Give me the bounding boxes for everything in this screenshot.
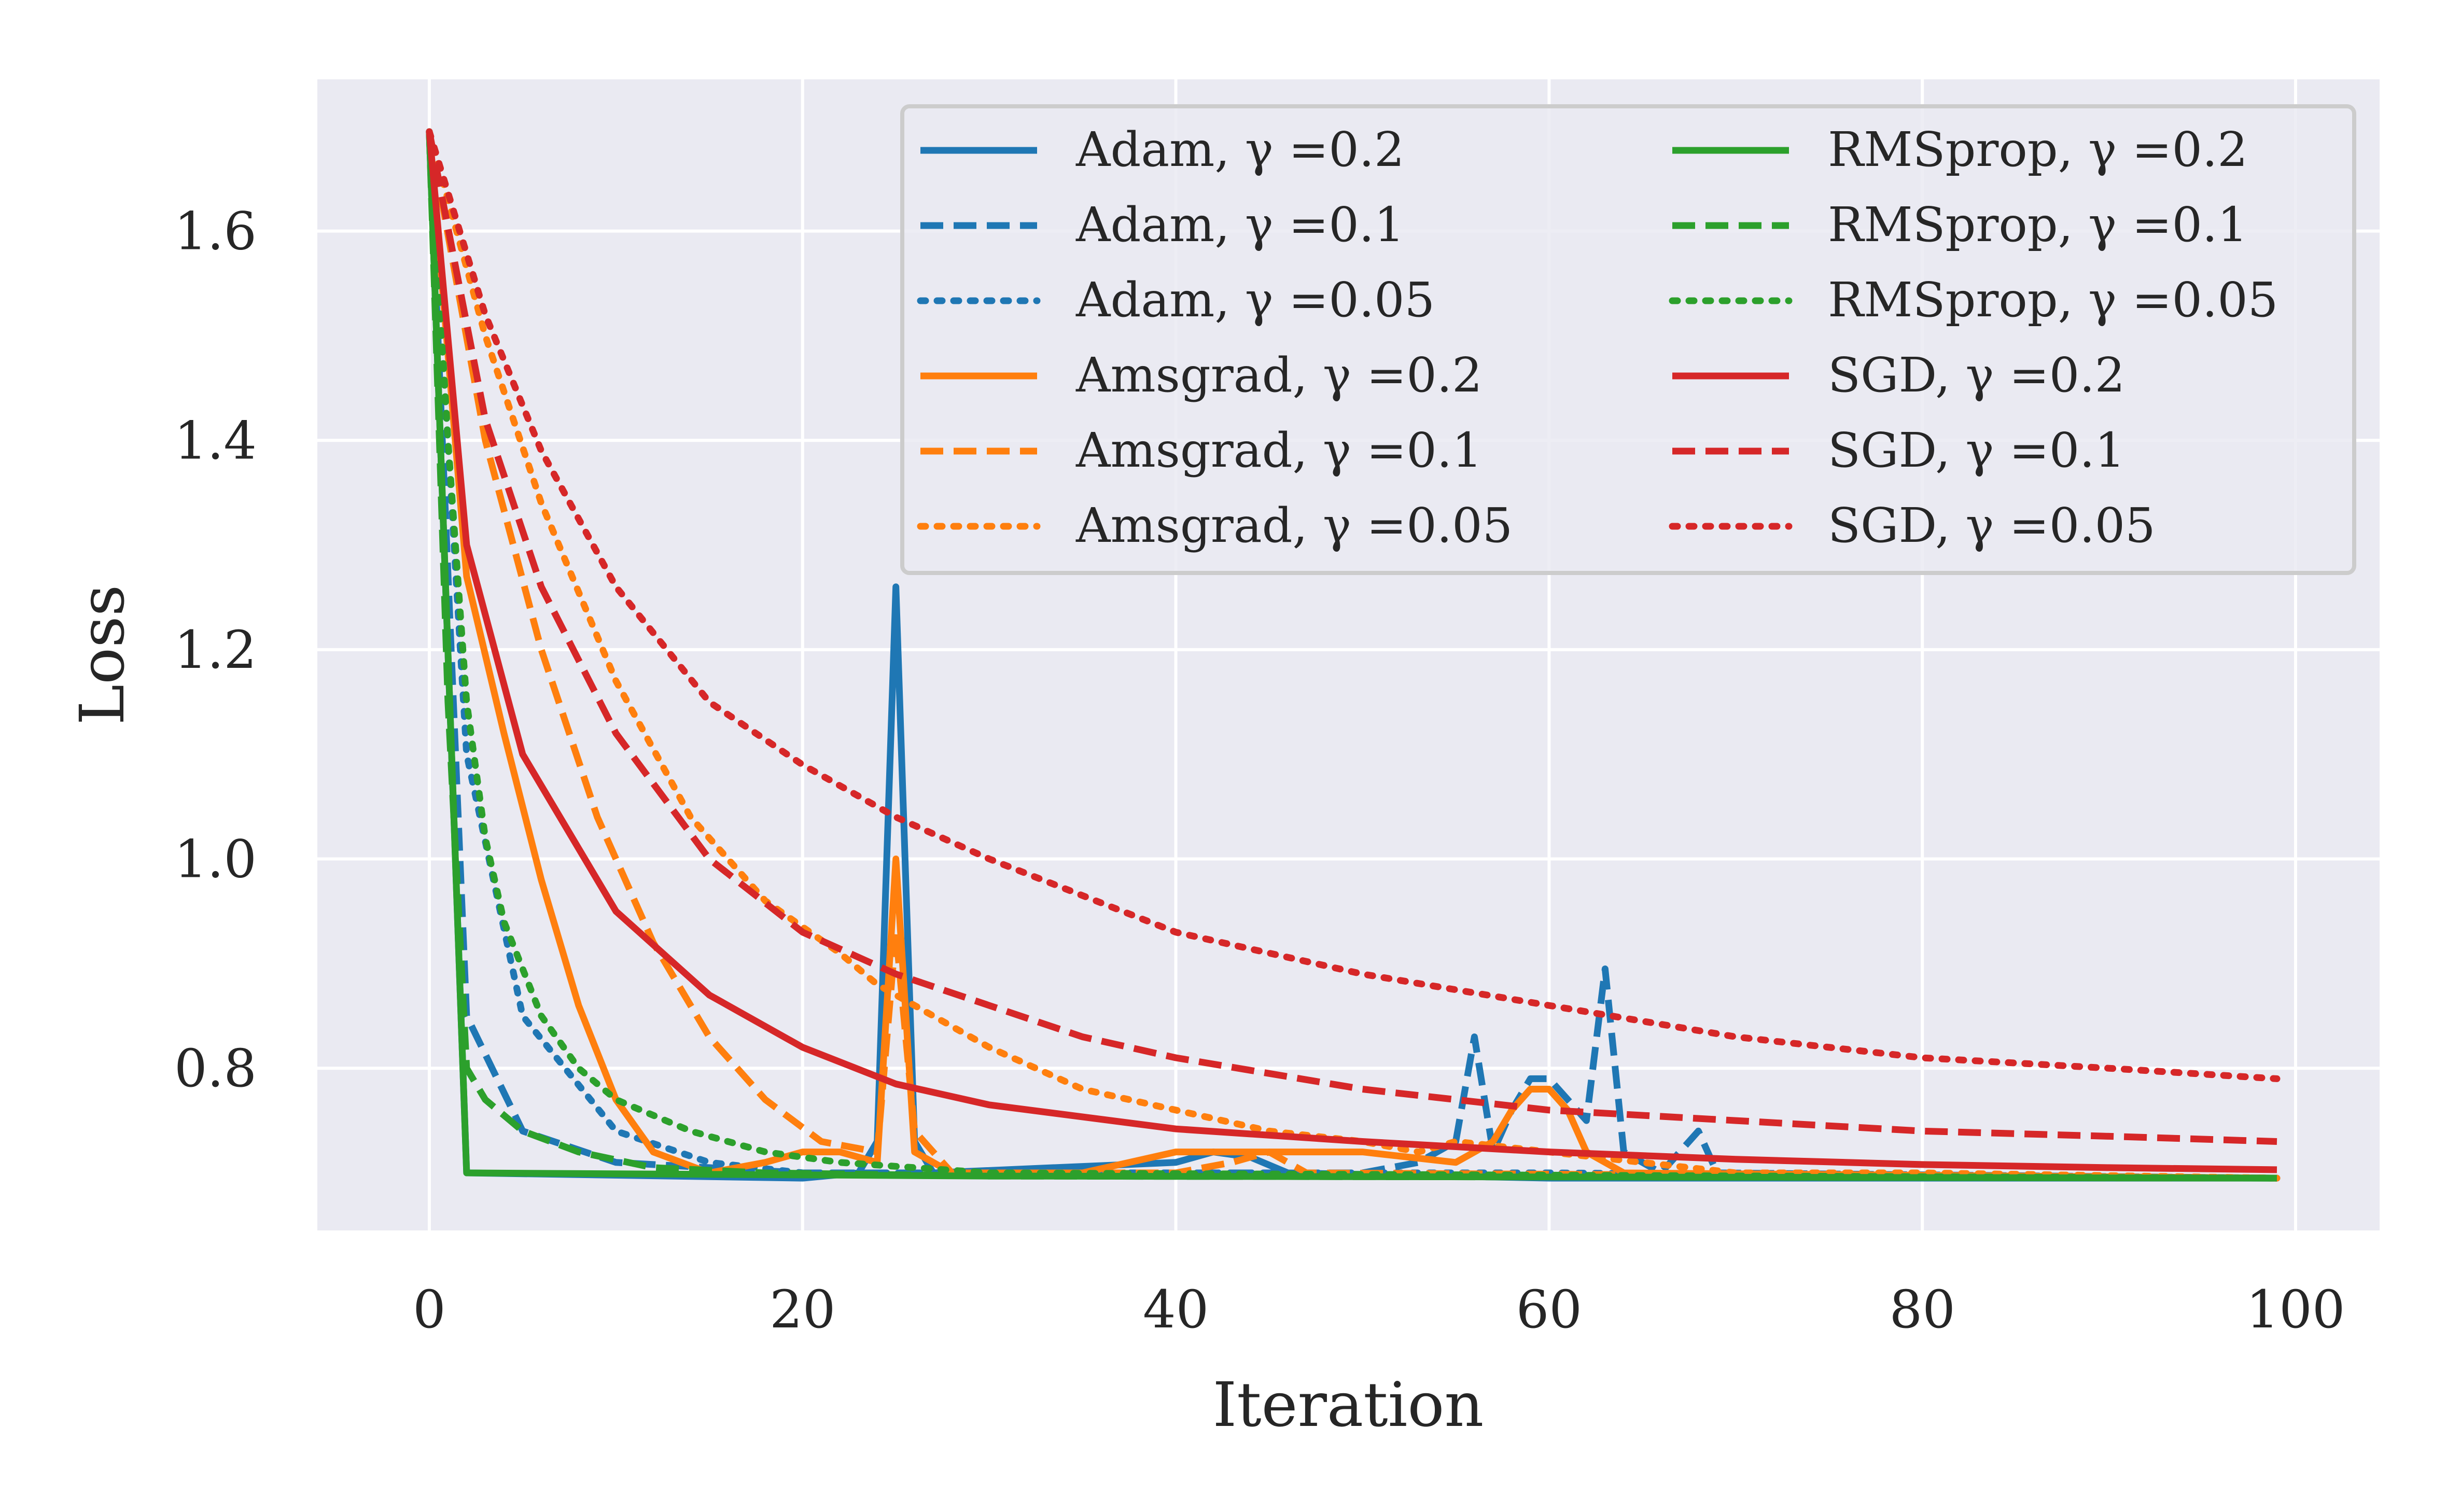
series-line	[426, 128, 2281, 1182]
series-line	[426, 131, 2277, 1182]
series-lines	[426, 128, 2281, 1182]
series-line	[426, 131, 2277, 1182]
x-tick-label: 100	[2246, 1279, 2345, 1340]
y-tick-label: 1.4	[174, 410, 257, 471]
y-tick-label: 0.8	[174, 1038, 257, 1099]
legend-label: SGD, γ =0.05	[1828, 498, 2156, 553]
series-line	[426, 131, 2277, 1182]
y-axis-label: Loss	[66, 585, 138, 725]
x-tick-label: 80	[1890, 1279, 1955, 1340]
x-tick-label: 40	[1143, 1279, 1209, 1340]
legend-label: RMSprop, γ =0.2	[1828, 122, 2248, 177]
tick-labels: 0 20 40 60 80 100 0.8 1.0 1.2 1.4 1.6	[174, 201, 2345, 1340]
legend: Adam, γ =0.2 Adam, γ =0.1 Adam, γ =0.05 Ams…	[900, 104, 2356, 575]
x-tick-label: 0	[413, 1279, 446, 1340]
series-line	[426, 131, 2277, 1145]
legend-label: Amsgrad, γ =0.2	[1075, 347, 1483, 403]
legend-label: Adam, γ =0.1	[1075, 197, 1405, 253]
y-tick-label: 1.0	[174, 829, 257, 890]
series-line	[426, 128, 2281, 1182]
x-tick-label: 60	[1516, 1279, 1582, 1340]
legend-label: RMSprop, γ =0.05	[1828, 272, 2278, 328]
y-tick-label: 1.6	[174, 201, 257, 262]
legend-label: Adam, γ =0.2	[1075, 122, 1405, 177]
legend-label: Amsgrad, γ =0.05	[1075, 498, 1513, 553]
series-line	[426, 128, 2281, 1082]
legend-label: Adam, γ =0.05	[1075, 272, 1435, 328]
x-axis-label: Iteration	[1213, 1369, 1484, 1440]
legend-box	[900, 104, 2356, 575]
series-line	[426, 131, 2277, 1173]
y-tick-label: 1.2	[174, 620, 257, 680]
legend-label: SGD, γ =0.1	[1828, 423, 2125, 478]
legend-label: RMSprop, γ =0.1	[1828, 197, 2248, 253]
legend-label: Amsgrad, γ =0.1	[1075, 423, 1483, 478]
legend-label: SGD, γ =0.2	[1828, 347, 2125, 403]
x-tick-label: 20	[770, 1279, 835, 1340]
